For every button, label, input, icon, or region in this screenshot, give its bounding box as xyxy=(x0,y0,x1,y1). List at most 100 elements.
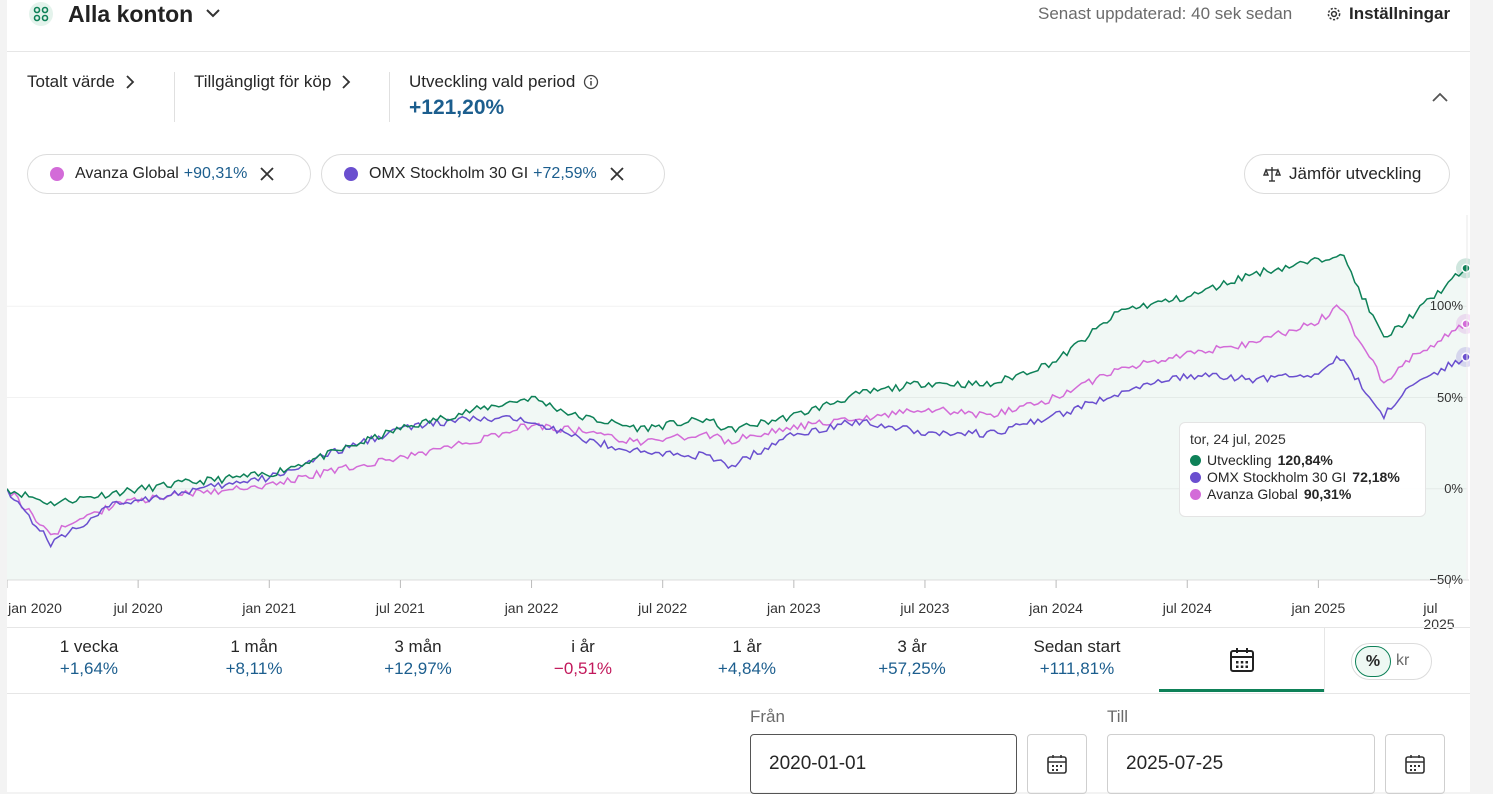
chart-series-line xyxy=(7,253,1467,507)
available-to-buy-link[interactable]: Tillgängligt för köp xyxy=(194,72,351,92)
series-end-point xyxy=(1461,352,1470,362)
period-bottom-divider xyxy=(7,693,1470,694)
total-value-label: Totalt värde xyxy=(27,72,115,91)
available-label: Tillgängligt för köp xyxy=(194,72,332,91)
x-tick-label: jul 2021 xyxy=(375,600,425,616)
from-label: Från xyxy=(750,707,785,726)
chart-area-utveckling xyxy=(7,254,1466,580)
custom-period-tab[interactable] xyxy=(1159,628,1324,692)
info-icon[interactable] xyxy=(583,74,599,90)
gear-icon xyxy=(1327,7,1341,21)
period-tab[interactable]: 1 år +4,84% xyxy=(672,636,822,680)
active-tab-indicator xyxy=(1159,689,1324,692)
close-icon[interactable] xyxy=(259,166,275,182)
from-date-input[interactable]: 2020-01-01 xyxy=(750,734,1017,794)
compare-chip-avanza-global: Avanza Global +90,31% xyxy=(27,154,311,194)
calendar-icon xyxy=(1047,755,1067,774)
to-calendar-button[interactable] xyxy=(1385,734,1445,794)
period-label: 1 vecka xyxy=(59,637,119,656)
chip-value: +90,31% xyxy=(183,165,248,182)
period-value: −0,51% xyxy=(553,659,613,678)
chevron-down-icon[interactable] xyxy=(205,6,221,24)
total-value-link[interactable]: Totalt värde xyxy=(27,72,135,92)
period-tab[interactable]: Sedan start +111,81% xyxy=(1002,636,1152,680)
chart-series-line xyxy=(7,304,1467,536)
series-color-dot xyxy=(50,167,64,181)
x-tick-label: jan 2021 xyxy=(242,600,297,616)
period-label: 1 mån xyxy=(230,637,278,656)
period-tab[interactable]: 3 mån +12,97% xyxy=(343,636,493,680)
series-end-point xyxy=(1461,263,1470,273)
header-divider xyxy=(7,51,1470,52)
period-tab[interactable]: 1 mån +8,11% xyxy=(179,636,329,680)
chip-value: +72,59% xyxy=(533,165,597,182)
period-label: Sedan start xyxy=(1033,637,1121,656)
x-tick-label: jul 2020 xyxy=(113,600,163,616)
x-tick-label: jan 2020 xyxy=(8,600,62,616)
x-tick-label: jul 2023 xyxy=(900,600,950,616)
tooltip-date: tor, 24 jul, 2025 xyxy=(1190,431,1286,447)
tooltip-label: OMX Stockholm 30 GI xyxy=(1207,469,1347,485)
period-label: i år xyxy=(571,637,595,656)
accounts-icon[interactable] xyxy=(29,2,53,26)
period-tab[interactable]: 1 vecka +1,64% xyxy=(14,636,164,680)
x-tick-label: jan 2025 xyxy=(1291,600,1346,616)
account-selector-title[interactable]: Alla konton xyxy=(68,1,194,27)
x-tick-label: jan 2024 xyxy=(1029,600,1083,616)
series-color-dot xyxy=(1190,455,1201,466)
series-color-dot xyxy=(1190,489,1201,500)
x-tick-label: jul 2024 xyxy=(1162,600,1212,616)
summary-divider xyxy=(174,72,175,122)
series-color-dot xyxy=(344,167,358,181)
series-end-point xyxy=(1461,319,1470,329)
from-calendar-button[interactable] xyxy=(1027,734,1087,794)
chevron-right-icon xyxy=(126,75,135,89)
close-icon[interactable] xyxy=(609,166,625,182)
collapse-chevron-up-icon[interactable] xyxy=(1431,90,1449,108)
period-value: +57,25% xyxy=(878,659,946,678)
tooltip-row: Utveckling 120,84% xyxy=(1190,452,1415,469)
tooltip-label: Avanza Global xyxy=(1207,486,1298,502)
compare-label: Jämför utveckling xyxy=(1289,164,1422,183)
to-label: Till xyxy=(1107,707,1129,726)
chart-tooltip: tor, 24 jul, 2025 Utveckling 120,84% OMX… xyxy=(1179,422,1426,517)
series-color-dot xyxy=(1190,472,1201,483)
period-development-label: Utveckling vald period xyxy=(409,72,576,91)
x-tick-label: jul 2025 xyxy=(1423,600,1455,632)
period-tab[interactable]: i år −0,51% xyxy=(508,636,658,680)
period-label: 3 år xyxy=(897,637,927,656)
tooltip-value: 90,31% xyxy=(1303,486,1352,502)
chart-series-line xyxy=(7,355,1467,549)
x-tick-label: jul 2022 xyxy=(638,600,688,616)
tab-divider xyxy=(1324,628,1325,692)
x-tick-label: jan 2023 xyxy=(766,600,821,616)
period-development-value: +121,20% xyxy=(409,96,505,119)
last-updated-text: Senast uppdaterad: 40 sek sedan xyxy=(1038,4,1293,23)
period-tab[interactable]: 3 år +57,25% xyxy=(837,636,987,680)
period-value: +8,11% xyxy=(225,659,283,678)
compare-development-button[interactable]: Jämför utveckling xyxy=(1244,154,1450,194)
performance-chart[interactable] xyxy=(7,215,1470,595)
unit-toggle[interactable]: % kr xyxy=(1351,643,1432,680)
settings-button[interactable]: Inställningar xyxy=(1326,4,1450,24)
scale-icon xyxy=(1263,167,1281,182)
period-development-label-row: Utveckling vald period xyxy=(409,72,599,92)
period-value: +12,97% xyxy=(384,659,452,678)
period-value: +4,84% xyxy=(717,659,777,678)
chip-label: OMX Stockholm 30 GI xyxy=(369,165,529,182)
tooltip-value: 120,84% xyxy=(1277,452,1333,468)
period-label: 1 år xyxy=(732,637,762,656)
calendar-icon xyxy=(1405,755,1425,774)
period-top-divider xyxy=(7,627,1470,628)
period-label: 3 mån xyxy=(394,637,442,656)
toggle-percent[interactable]: % xyxy=(1355,646,1391,677)
compare-chip-omx: OMX Stockholm 30 GI +72,59% xyxy=(321,154,665,194)
main-card: Alla konton Senast uppdaterad: 40 sek se… xyxy=(7,0,1470,794)
chip-label: Avanza Global xyxy=(75,165,179,182)
toggle-currency[interactable]: kr xyxy=(1396,652,1410,669)
tooltip-row: OMX Stockholm 30 GI 72,18% xyxy=(1190,469,1415,486)
tooltip-value: 72,18% xyxy=(1352,469,1400,485)
to-date-input[interactable]: 2025-07-25 xyxy=(1107,734,1375,794)
y-tick-label: 50% xyxy=(1436,389,1463,405)
period-value: +1,64% xyxy=(59,659,119,678)
